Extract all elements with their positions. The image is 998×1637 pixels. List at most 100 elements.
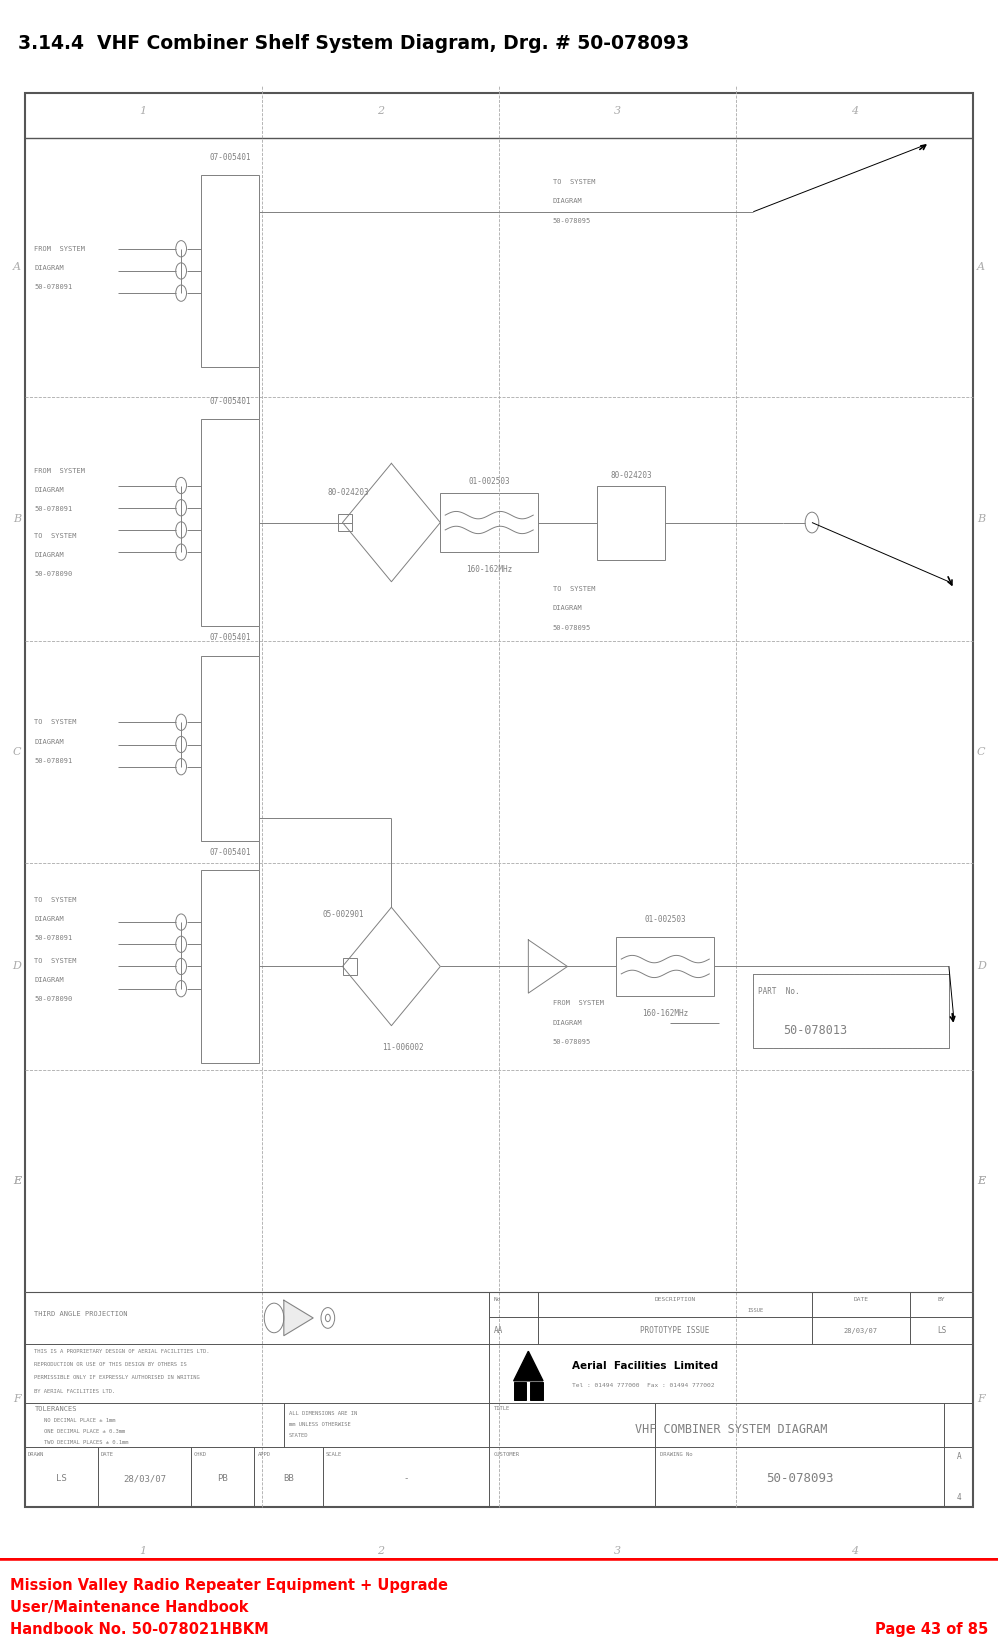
Text: 11-006002: 11-006002 [381, 1043, 423, 1053]
Text: ONE DECIMAL PLACE ± 0.3mm: ONE DECIMAL PLACE ± 0.3mm [44, 1429, 126, 1434]
Text: B: B [13, 514, 21, 524]
Text: 1: 1 [140, 106, 147, 116]
Text: 3.14.4  VHF Combiner Shelf System Diagram, Drg. # 50-078093: 3.14.4 VHF Combiner Shelf System Diagram… [18, 34, 690, 52]
Text: 3: 3 [614, 1545, 621, 1557]
Text: DATE: DATE [101, 1452, 114, 1457]
Text: 4: 4 [851, 1545, 858, 1557]
Text: TO  SYSTEM: TO SYSTEM [553, 586, 595, 593]
Text: DRAWING No: DRAWING No [661, 1452, 693, 1457]
Text: NO DECIMAL PLACE ± 1mm: NO DECIMAL PLACE ± 1mm [44, 1418, 116, 1423]
Text: 50-078095: 50-078095 [553, 625, 591, 630]
Text: AA: AA [494, 1326, 503, 1336]
Text: CUSTOMER: CUSTOMER [494, 1452, 520, 1457]
Text: DRAWN: DRAWN [28, 1452, 44, 1457]
Text: APPD: APPD [257, 1452, 270, 1457]
Text: PROTOTYPE ISSUE: PROTOTYPE ISSUE [641, 1326, 710, 1336]
Text: DATE: DATE [853, 1297, 868, 1301]
Text: DIAGRAM: DIAGRAM [34, 265, 64, 272]
Text: 50-078093: 50-078093 [766, 1472, 833, 1485]
Text: CHKD: CHKD [194, 1452, 207, 1457]
Text: 80-024203: 80-024203 [327, 488, 369, 498]
Bar [337, 514, 352, 532]
Bar [597, 486, 666, 560]
Text: 50-078091: 50-078091 [34, 506, 73, 512]
Text: Mission Valley Radio Repeater Equipment + Upgrade: Mission Valley Radio Repeater Equipment … [10, 1578, 448, 1593]
Text: FROM  SYSTEM: FROM SYSTEM [34, 468, 86, 473]
Text: VHF COMBINER SYSTEM DIAGRAM: VHF COMBINER SYSTEM DIAGRAM [635, 1423, 827, 1436]
Text: -: - [403, 1473, 409, 1483]
Text: 3: 3 [614, 106, 621, 116]
Text: 50-078091: 50-078091 [34, 285, 73, 290]
Bar [201, 419, 259, 625]
Text: A: A [13, 262, 21, 272]
Bar [201, 871, 259, 1062]
Polygon shape [514, 1351, 543, 1382]
Text: TITLE: TITLE [494, 1406, 510, 1411]
Text: PB: PB [218, 1473, 229, 1483]
Text: TO  SYSTEM: TO SYSTEM [34, 534, 77, 539]
Text: No: No [494, 1297, 502, 1301]
Text: TOLERANCES: TOLERANCES [34, 1406, 77, 1413]
Bar [753, 974, 949, 1048]
Text: TO  SYSTEM: TO SYSTEM [34, 897, 77, 904]
Text: THIS IS A PROPRIETARY DESIGN OF AERIAL FACILITIES LTD.: THIS IS A PROPRIETARY DESIGN OF AERIAL F… [34, 1349, 210, 1354]
Text: DIAGRAM: DIAGRAM [34, 486, 64, 493]
Circle shape [325, 1315, 330, 1321]
Text: C: C [977, 746, 985, 756]
Text: 07-005401: 07-005401 [210, 634, 250, 642]
Bar [342, 958, 357, 976]
Text: DESCRIPTION: DESCRIPTION [655, 1297, 696, 1301]
Text: 80-024203: 80-024203 [610, 471, 652, 480]
Bar [530, 1382, 543, 1400]
Text: FROM  SYSTEM: FROM SYSTEM [34, 246, 86, 252]
Text: PERMISSIBLE ONLY IF EXPRESSLY AUTHORISED IN WRITING: PERMISSIBLE ONLY IF EXPRESSLY AUTHORISED… [34, 1375, 201, 1380]
Text: TWO DECIMAL PLACES ± 0.1mm: TWO DECIMAL PLACES ± 0.1mm [44, 1441, 129, 1445]
Text: A: A [956, 1452, 961, 1460]
Text: 07-005401: 07-005401 [210, 152, 250, 162]
Text: TO  SYSTEM: TO SYSTEM [34, 958, 77, 964]
Text: TO  SYSTEM: TO SYSTEM [553, 178, 595, 185]
Text: E: E [977, 1175, 985, 1187]
Text: 50-078091: 50-078091 [34, 935, 73, 941]
Text: ALL DIMENSIONS ARE IN: ALL DIMENSIONS ARE IN [288, 1411, 357, 1416]
Bar [617, 936, 715, 995]
Text: 28/03/07: 28/03/07 [844, 1328, 878, 1334]
Text: DIAGRAM: DIAGRAM [553, 606, 583, 611]
Text: 50-078013: 50-078013 [782, 1023, 846, 1036]
Text: THIRD ANGLE PROJECTION: THIRD ANGLE PROJECTION [34, 1311, 128, 1316]
Text: 50-078090: 50-078090 [34, 571, 73, 578]
Text: C: C [13, 746, 21, 756]
Text: 01-002503: 01-002503 [645, 915, 686, 923]
Text: A: A [977, 262, 985, 272]
Text: STATED: STATED [288, 1432, 308, 1437]
Text: DIAGRAM: DIAGRAM [34, 977, 64, 982]
Text: 50-078095: 50-078095 [553, 218, 591, 224]
Text: TO  SYSTEM: TO SYSTEM [34, 719, 77, 725]
Text: DIAGRAM: DIAGRAM [34, 738, 64, 745]
Text: DIAGRAM: DIAGRAM [553, 198, 583, 205]
Text: E: E [977, 1175, 985, 1187]
Text: 2: 2 [377, 1545, 384, 1557]
Text: BY AERIAL FACILITIES LTD.: BY AERIAL FACILITIES LTD. [34, 1388, 116, 1393]
Text: DIAGRAM: DIAGRAM [553, 1020, 583, 1026]
Text: DIAGRAM: DIAGRAM [34, 917, 64, 922]
Text: User/Maintenance Handbook: User/Maintenance Handbook [10, 1599, 249, 1614]
Text: 07-005401: 07-005401 [210, 396, 250, 406]
Bar [201, 656, 259, 841]
Text: Handbook No. 50-078021HBKM: Handbook No. 50-078021HBKM [10, 1622, 268, 1637]
Text: DIAGRAM: DIAGRAM [34, 552, 64, 558]
Text: 4: 4 [956, 1493, 961, 1503]
Text: 2: 2 [377, 106, 384, 116]
Text: 50-078091: 50-078091 [34, 758, 73, 764]
Text: BY: BY [938, 1297, 945, 1301]
Bar [514, 1382, 526, 1400]
Polygon shape [283, 1300, 313, 1336]
Text: D: D [977, 961, 986, 971]
Text: Aerial  Facilities  Limited: Aerial Facilities Limited [573, 1360, 719, 1372]
Text: 160-162MHz: 160-162MHz [642, 1010, 689, 1018]
Text: Page 43 of 85: Page 43 of 85 [875, 1622, 988, 1637]
Text: 01-002503: 01-002503 [468, 476, 510, 486]
Text: 1: 1 [140, 1545, 147, 1557]
Text: LS: LS [937, 1326, 946, 1336]
Text: mm UNLESS OTHERWISE: mm UNLESS OTHERWISE [288, 1423, 350, 1427]
